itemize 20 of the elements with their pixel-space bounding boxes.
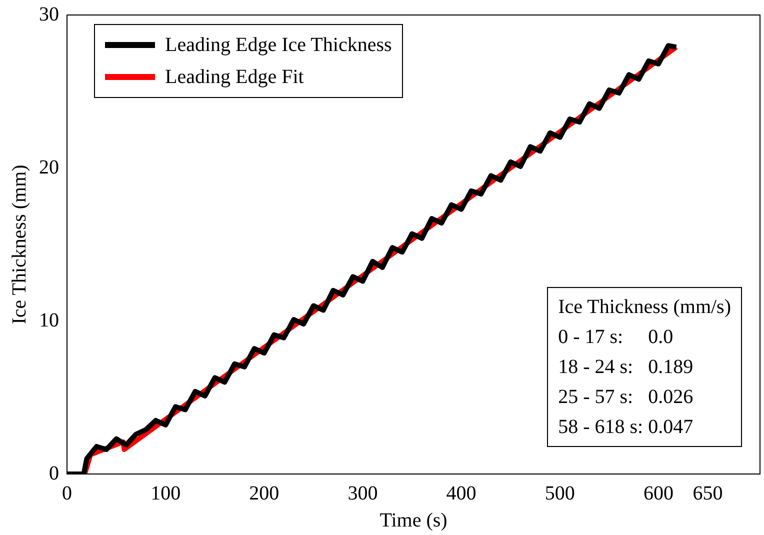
annotation: 0 - 17 s: 0.0 xyxy=(558,325,674,350)
y-tick-label: 20 xyxy=(39,156,59,178)
y-tick-label: 30 xyxy=(39,3,59,26)
legend-label: Leading Edge Ice Thickness xyxy=(165,34,392,56)
y-tick-label: 10 xyxy=(39,309,59,332)
y-axis-title: Ice Thickness (mm) xyxy=(8,164,30,324)
x-tick-label: 100 xyxy=(150,482,181,504)
x-tick-label: 650 xyxy=(692,482,723,504)
x-tick-label: 200 xyxy=(249,482,280,504)
legend-label: Leading Edge Fit xyxy=(165,66,304,88)
x-axis-title: Time (s) xyxy=(380,509,448,532)
x-tick-label: 400 xyxy=(446,482,476,504)
x-tick-label: 300 xyxy=(348,482,378,504)
x-tick-label: 500 xyxy=(544,482,575,504)
annotation: Ice Thickness (mm/s) xyxy=(558,295,731,320)
y-tick-label: 0 xyxy=(49,462,59,484)
annotation: 58 - 618 s: 0.047 xyxy=(558,415,694,440)
x-tick-label: 600 xyxy=(643,482,674,504)
annotation: 18 - 24 s: 0.189 xyxy=(558,355,694,380)
annotation: 25 - 57 s: 0.026 xyxy=(558,385,694,410)
